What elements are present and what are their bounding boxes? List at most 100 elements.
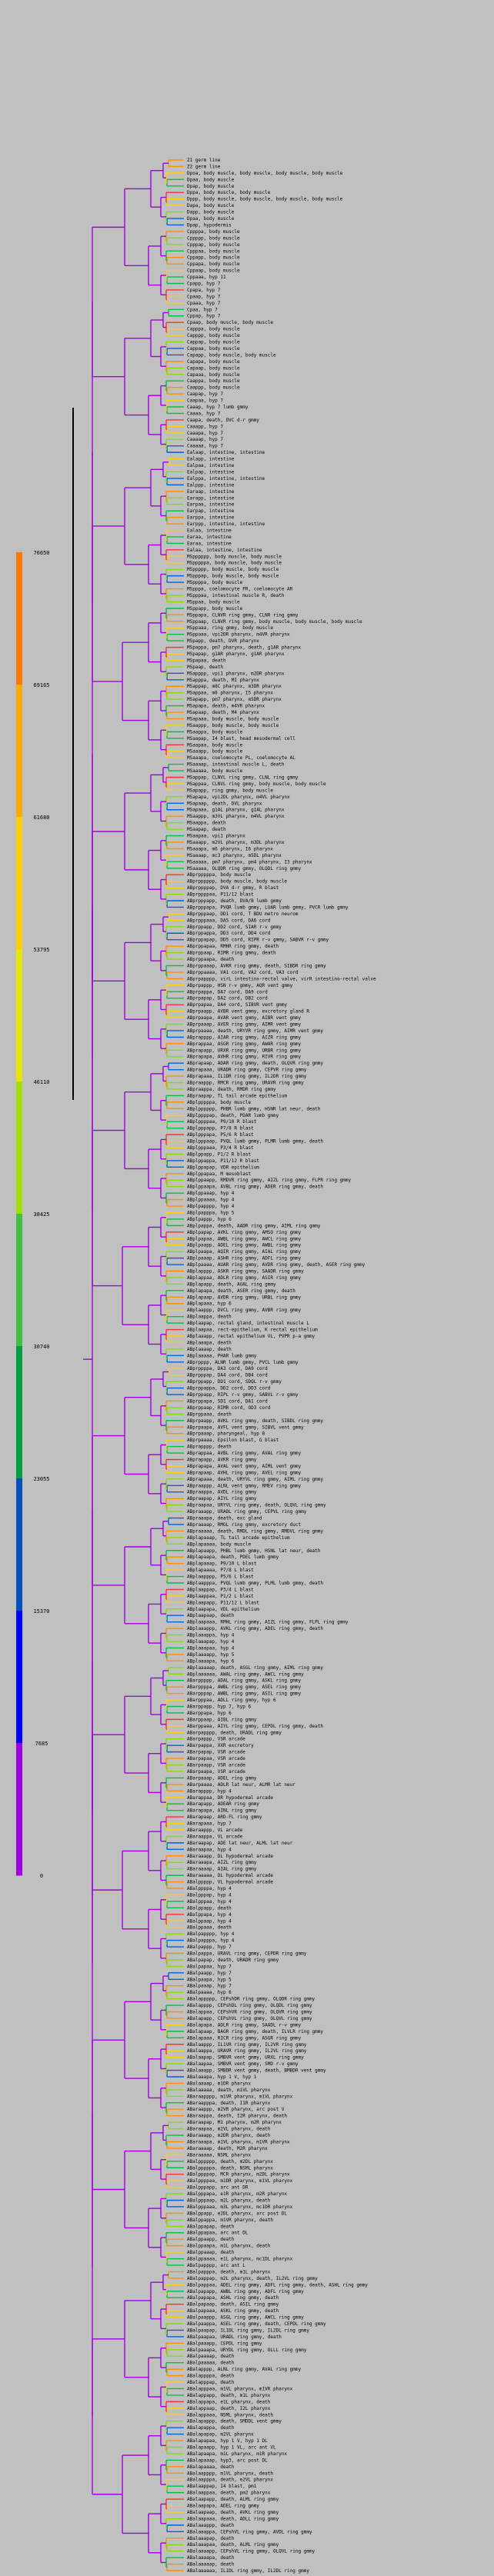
leaf-label: MSpppa, coelomocyte PR, coelomocyte AR xyxy=(187,587,293,592)
leaf-label: ABalapaaaa, death xyxy=(187,2464,235,2470)
leaf-label: ABalappapp, death, m1L pharynx xyxy=(187,2393,271,2398)
leaf-label: ABplpapppa, hyp 5 xyxy=(187,1210,235,1215)
leaf-label: Cpaaa, hyp 7 xyxy=(187,301,221,306)
leaf-label: ABplaaaaaa, AWAL ring gmmy, AWCL ring gm… xyxy=(187,1671,304,1677)
leaf-label: ABarppapa, hyp 6 xyxy=(187,1711,232,1716)
leaf-label: ABpraapaa, URYVL ring gmmy, death, OLQVL… xyxy=(187,1503,326,1508)
leaf-label: ABprpppaap, DD1 cord, T BDU metro neurom xyxy=(187,911,299,917)
leaf-label: ABplaappap, P3/4 L blast xyxy=(187,1587,254,1592)
leaf-label: ABalaaappa, CEPshVL ring gmmy, AVDL ring… xyxy=(187,2529,312,2534)
leaf-label: ABplpaapa, AQIR ring gmmy, AIAL ring gmm… xyxy=(187,1249,301,1255)
leaf-label: ABprppppaa, P11/12 blast xyxy=(187,892,254,898)
leaf-label: Cpapp, hyp 7 xyxy=(187,282,221,287)
leaf-label: ABarapaap, ARD-FL ring gmmy xyxy=(187,1815,262,1820)
leaf-label: ABpraappa, AVDL ring gmmy xyxy=(187,1490,257,1495)
leaf-label: MSppaaa, vpi2DR pharynx, m4VR pharynx xyxy=(187,632,290,638)
leaf-label: Caapa, death, DVC d-r gmmy xyxy=(187,418,259,423)
leaf-label: ABpraappp, ALNL vent gmmy, RMEV ring gmm… xyxy=(187,1483,301,1488)
leaf-label: ABalaapaap, death, AVKL ring gmmy xyxy=(187,2510,279,2515)
leaf-label: ABplpapap, AVKL ring gmmy, AMSO ring gmm… xyxy=(187,1230,301,1235)
scale-tick-label: 7685 xyxy=(35,1741,48,1747)
leaf-label: ABplaaaapp, hyp 5 xyxy=(187,1652,235,1658)
leaf-label: Cpppap, body muscle xyxy=(187,242,240,248)
leaf-label: ABalpaaaaa, death xyxy=(187,2361,235,2366)
leaf-label: ABplaapapa, VDL epithelium xyxy=(187,1607,259,1612)
leaf-label: ABplpaapp, ADEL ring gmmy, AWBL ring gmm… xyxy=(187,1243,301,1248)
leaf-label: Cpaap, hyp 7 xyxy=(187,294,221,299)
leaf-label: MSaapap, I4 blast, head mesodermal cell xyxy=(187,736,295,741)
leaf-label: ABplaappa, death xyxy=(187,1315,232,1320)
leaf-label: ABprpapap, DA2 cord, DB2 cord xyxy=(187,996,268,1001)
leaf-label: ABprppaaaa, VA1 cord, VA2 cord, VA3 cord xyxy=(187,970,299,975)
leaf-label: Cpppaa, body muscle xyxy=(187,248,240,254)
leaf-label: ABplpappp, hyp 6 xyxy=(187,1217,232,1222)
leaf-label: ABalpapaap, death, ASIL ring gmmy xyxy=(187,2302,279,2308)
leaf-label: ABplapaaaa, body muscle xyxy=(187,1541,251,1547)
scale-segment xyxy=(16,1478,22,1611)
leaf-label: ABplapapp, death, AUAL ring gmmy xyxy=(187,1281,276,1287)
leaf-label: Cpapa, hyp 7 xyxy=(187,288,221,293)
leaf-label: MSaappp, m3VL pharynx, m4VL pharynx xyxy=(187,814,285,819)
leaf-label: MSpapp, death, DVR pharynx xyxy=(187,638,259,644)
color-scale-bar: 76650 69165 61680 53795 46110 38425 30740 23055… xyxy=(16,550,50,1879)
leaf-label: ABarpaapa, VSR arcade xyxy=(187,1769,245,1775)
leaf-label: ABalpapppp, arc ant L xyxy=(187,2263,245,2268)
leaf-label: Earpap, intestine xyxy=(187,508,235,514)
leaf-label: ABarapaaa, hyp 7 xyxy=(187,1821,232,1827)
leaf-label: ABalppaapa, m1L pharynx, death xyxy=(187,2244,271,2249)
leaf-label: ABalaaapaa, death, ALML ring gmmy xyxy=(187,2542,279,2548)
leaf-label: ABprpapaa, DA4 cord, SIBVR vent gmmy xyxy=(187,1002,287,1008)
leaf-label: MSppaaa, ring gmmy, body muscle xyxy=(187,625,273,631)
leaf-label: ABplapaapa, death, PDEL lumb gmmy xyxy=(187,1555,279,1560)
leaf-label: ABprapaap, ADAR ring gmmy, death, OLQVR … xyxy=(187,1061,323,1066)
leaf-label: ABprapaaa, death, URYVL ring gmmy, AIML … xyxy=(187,1477,323,1482)
leaf-label: ABprppappa, DD3 cord, DD4 cord xyxy=(187,931,271,936)
leaf-label: MSapapp, pm7 pharynx, m5DR pharynx xyxy=(187,697,282,702)
leaf-label: ABplpppapp, P7/8 R blast xyxy=(187,1126,254,1131)
leaf-label: ABalpappap, m2L pharynx, death, IL2VL ri… xyxy=(187,2276,318,2281)
leaf-label: ABaraappa, death, I2R pharynx, death xyxy=(187,2114,287,2119)
leaf-label: Earaa, intestine xyxy=(187,535,232,540)
leaf-label: ABprapapa, AVAL vent gmmy, AIML vent gmm… xyxy=(187,1464,301,1469)
leaf-label: ABprpapppp, virL intestino-rectal valve,… xyxy=(187,976,376,981)
leaf-label: Earapp, intestine xyxy=(187,495,235,501)
scale-segment xyxy=(16,1743,22,1876)
leaf-label: ABalaaapap, death xyxy=(187,2536,235,2541)
leaf-label: MSappaa, m6 pharynx, I5 pharynx xyxy=(187,691,273,696)
leaf-label: ABalapppp, CEPshDL ring gmmy, OLQDL ring… xyxy=(187,2003,312,2008)
leaf-label: ABarpappp, VSR arcade xyxy=(187,1737,245,1742)
leaf-label: Dpaa, body muscle xyxy=(187,177,235,182)
leaf-label: MSaappp, body muscle, body muscle xyxy=(187,723,279,728)
leaf-label: Caaapa, hyp 7 xyxy=(187,431,223,436)
leaf-label: ABplpppppp, PHBR lumb gmmy, HSNR lat neu… xyxy=(187,1106,321,1111)
leaf-label: ABplaappp, DVCL ring gmmy, AVBR ring gmm… xyxy=(187,1308,301,1313)
leaf-label: ABprpppapa, PVQR lumb gmmy, LUAR lumb gm… xyxy=(187,905,349,910)
leaf-label: Cppaap, body muscle xyxy=(187,268,240,274)
leaf-label: Cppppa, body muscle xyxy=(187,229,240,235)
leaf-label: ABprppapa, SD1 cord, DA1 cord xyxy=(187,1398,268,1404)
leaf-label: MSpapap, g1AR pharynx, g1AR pharynx xyxy=(187,651,285,657)
leaf-label: ABplaaapa, death xyxy=(187,1340,232,1345)
leaf-label: ABalappppa, death xyxy=(187,2374,235,2379)
leaf-label: Ealaa, intestine, intestine xyxy=(187,548,262,553)
leaf-label: ABpraappa, death, RMDR ring gmmy xyxy=(187,1087,276,1092)
leaf-label: ABalaapap, SMBVR vent gmmy, URXL ring gm… xyxy=(187,2055,304,2061)
leaf-label: MSpppppp, body muscle, body muscle xyxy=(187,554,282,559)
leaf-label: ABprappaa, AVBL ring gmmy, AVAL ring gmm… xyxy=(187,1451,301,1456)
leaf-label: ABalapappp, death, SMDDL vent gmmy xyxy=(187,2419,282,2424)
leaf-label: MSaappa, body muscle xyxy=(187,729,243,735)
leaf-label: ABalpappp, hyp 7 xyxy=(187,1944,232,1950)
leaf-label: ABarpapaa, VSR arcade xyxy=(187,1756,245,1761)
leaf-label: MSppapa, CLNVR ring gmmy, CLNR ring gmmy xyxy=(187,612,299,618)
leaf-label: ABalpppapa, e1R pharynx, m2R pharynx xyxy=(187,2191,287,2197)
leaf-label: Cpaap, body muscle, body muscle xyxy=(187,320,273,325)
scale-segment xyxy=(16,817,22,950)
leaf-label: ABalappapa, e1L pharynx, death xyxy=(187,2399,271,2404)
leaf-label: ABprpaapa, AVAR vent gmmy, AIBR vent gmm… xyxy=(187,1015,301,1021)
leaf-label: MSapapa, vpi2DL pharynx, m4VL pharynx xyxy=(187,795,290,800)
leaf-label: Caaaaa, hyp 7 xyxy=(187,444,223,449)
leaf-label: ABplaapaap, death xyxy=(187,1613,235,1618)
leaf-label: ABalppaapp, death xyxy=(187,2237,235,2242)
